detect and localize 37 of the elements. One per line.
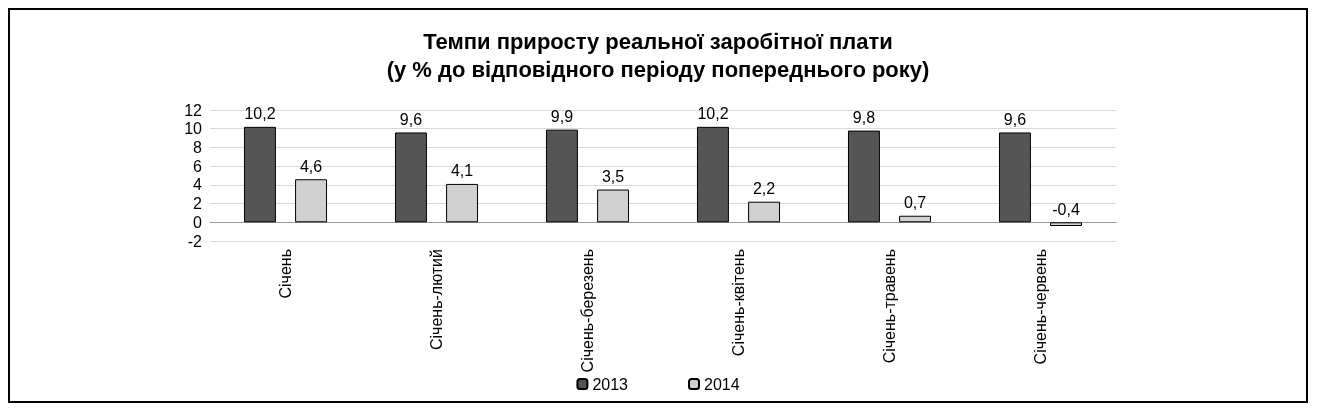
data-label: 9,6 xyxy=(399,110,423,128)
x-tick-label: Січень-червень xyxy=(1032,249,1049,365)
bar xyxy=(394,132,427,223)
bar xyxy=(545,129,578,223)
x-tick-label: Січень xyxy=(277,249,294,299)
x-tick-label: Січень-травень xyxy=(881,249,898,364)
data-label: 10,2 xyxy=(697,105,729,123)
bar xyxy=(696,126,729,223)
bar xyxy=(847,130,880,223)
legend-label: 2013 xyxy=(592,375,629,393)
y-tick-label: 2 xyxy=(193,195,203,213)
y-tick-label: -2 xyxy=(187,232,203,250)
bar xyxy=(998,132,1031,223)
x-tick-label: Січень-лютий xyxy=(428,249,445,351)
y-tick-label: 10 xyxy=(184,120,203,138)
data-label: 9,6 xyxy=(1003,110,1027,128)
data-label: -0,4 xyxy=(1052,200,1080,218)
y-tick-label: 4 xyxy=(193,176,203,194)
bar xyxy=(899,215,932,223)
y-tick-label: 8 xyxy=(193,138,203,156)
data-label: 2,2 xyxy=(752,180,776,198)
bar xyxy=(1050,222,1083,227)
y-tick-label: 0 xyxy=(193,213,203,231)
y-tick-label: 6 xyxy=(193,157,203,175)
legend-label: 2014 xyxy=(704,375,740,393)
data-label: 9,8 xyxy=(852,109,876,127)
data-label: 0,7 xyxy=(903,194,927,212)
y-tick-label: 12 xyxy=(184,101,203,119)
bar xyxy=(243,126,276,223)
x-tick-label: Січень-квітень xyxy=(730,249,747,357)
data-label: 3,5 xyxy=(601,168,625,186)
data-label: 10,2 xyxy=(244,105,276,123)
x-tick-label: Січень-березень xyxy=(579,249,596,373)
chart-title: Темпи приросту реальної заробітної плати (у % до відповідного періоду попереднього року) xyxy=(386,28,930,82)
data-label: 9,9 xyxy=(550,108,574,126)
data-label: 4,6 xyxy=(299,157,323,175)
data-label: 4,1 xyxy=(450,162,474,180)
